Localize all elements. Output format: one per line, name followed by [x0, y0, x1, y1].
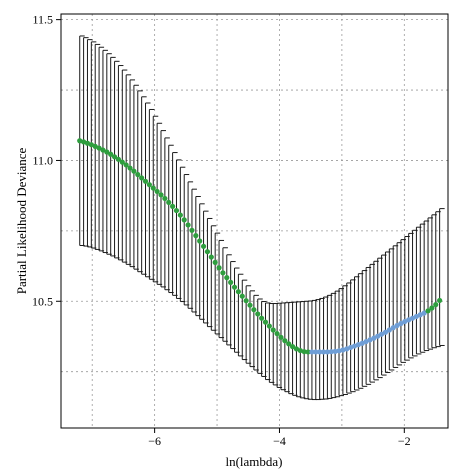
- data-point: [270, 327, 276, 333]
- x-axis-title: ln(lambda): [225, 454, 282, 469]
- data-point: [170, 203, 176, 209]
- data-point: [251, 307, 257, 313]
- data-point: [111, 154, 118, 160]
- data-point: [386, 327, 392, 333]
- data-point: [150, 185, 156, 191]
- data-point: [255, 311, 261, 317]
- data-point: [243, 298, 249, 304]
- data-point: [324, 349, 331, 355]
- data-point: [274, 331, 280, 337]
- data-point: [390, 325, 396, 331]
- data-point: [305, 349, 311, 355]
- data-point: [336, 348, 342, 354]
- y-axis-title: Partial Likelihood Deviance: [14, 147, 29, 294]
- data-point: [382, 329, 389, 335]
- data-point: [235, 289, 241, 295]
- x-tick-label: −4: [273, 434, 286, 448]
- data-point: [154, 188, 160, 195]
- grid: [61, 14, 448, 428]
- data-point: [259, 315, 265, 321]
- data-point: [433, 302, 439, 308]
- data-point: [398, 320, 404, 327]
- data-point: [262, 319, 269, 325]
- data-point: [247, 302, 253, 308]
- data-point: [162, 195, 168, 202]
- data-point: [189, 227, 195, 233]
- data-point: [282, 338, 288, 344]
- data-point: [429, 305, 435, 311]
- data-point: [119, 159, 125, 165]
- x-tick-label: −2: [398, 434, 411, 448]
- plot-frame: [60, 13, 449, 429]
- data-point: [146, 182, 152, 188]
- data-point: [239, 293, 245, 299]
- data-point: [425, 308, 431, 314]
- data-point: [437, 297, 443, 304]
- data-point: [185, 222, 191, 228]
- data-point: [421, 310, 427, 316]
- data-point: [177, 212, 183, 218]
- data-point: [208, 254, 214, 260]
- data-point: [224, 275, 230, 281]
- data-point: [394, 322, 400, 329]
- x-ticks: −6 −4 −2: [148, 428, 411, 448]
- data-point: [131, 168, 137, 174]
- data-point: [378, 331, 385, 337]
- y-tick-label: 11.0: [32, 153, 53, 167]
- data-point: [173, 207, 180, 214]
- data-point: [301, 349, 307, 355]
- y-tick-label: 11.5: [32, 13, 53, 27]
- data-point: [317, 349, 323, 355]
- data-point: [200, 243, 207, 249]
- error-bars: [79, 35, 445, 401]
- data-point: [123, 162, 129, 168]
- data-point: [197, 238, 203, 244]
- data-point: [127, 165, 133, 171]
- data-point: [231, 284, 238, 290]
- data-point: [266, 323, 272, 329]
- data-point: [142, 178, 149, 184]
- data-point: [289, 344, 296, 350]
- data-point: [286, 341, 292, 347]
- data-point: [220, 270, 226, 276]
- y-tick-label: 10.5: [32, 294, 53, 308]
- data-point: [204, 249, 211, 255]
- data-point: [100, 147, 106, 153]
- data-point: [212, 259, 218, 265]
- data-point: [166, 199, 172, 206]
- data-point: [104, 149, 110, 155]
- data-point: [158, 192, 164, 198]
- data-point: [278, 334, 284, 340]
- data-point: [135, 171, 141, 178]
- data-point: [328, 349, 334, 355]
- data-point: [96, 145, 102, 151]
- data-point: [193, 233, 199, 239]
- data-point: [115, 156, 122, 162]
- y-ticks: 10.5 11.0 11.5: [32, 13, 61, 308]
- x-tick-label: −6: [148, 434, 161, 448]
- data-point: [139, 175, 145, 181]
- data-point: [228, 279, 234, 285]
- data-point: [371, 335, 377, 341]
- data-point: [181, 217, 187, 223]
- data-point: [332, 348, 338, 354]
- data-point: [108, 151, 114, 157]
- data-point: [313, 349, 319, 355]
- data-point: [309, 349, 315, 355]
- data-point: [320, 349, 327, 355]
- data-point: [216, 265, 222, 271]
- data-point: [375, 333, 381, 339]
- data-points: [77, 138, 443, 355]
